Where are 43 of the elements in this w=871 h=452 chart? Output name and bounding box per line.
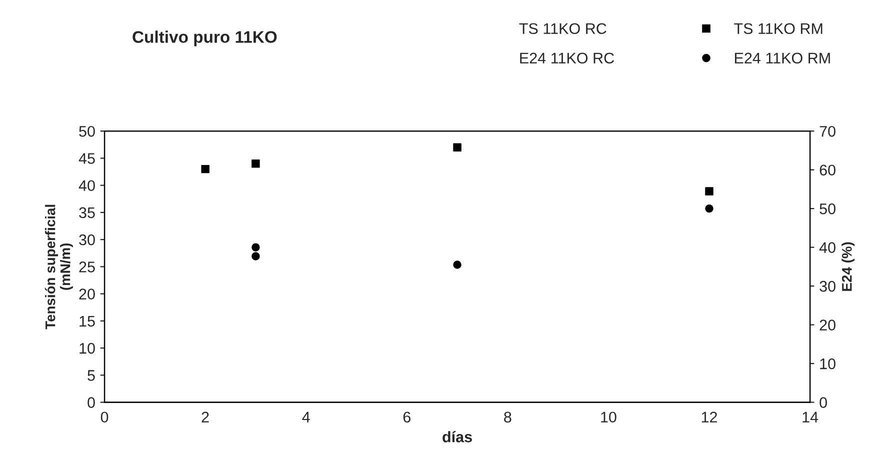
y-tick-label: 10 bbox=[80, 342, 95, 354]
point bbox=[252, 243, 260, 252]
point bbox=[201, 164, 210, 174]
y-tick-label: 15 bbox=[80, 316, 95, 327]
y-tick-label: 50 bbox=[79, 126, 95, 137]
legend-label: E24 11KO RM bbox=[735, 52, 830, 64]
y-tick-label: 0 bbox=[88, 397, 95, 408]
x-tick-label: 6 bbox=[403, 412, 410, 423]
legend-label: TS 11KO RM bbox=[734, 23, 822, 34]
x-tick-label: 8 bbox=[504, 412, 512, 423]
x-tick-label: 14 bbox=[802, 412, 818, 422]
y-tick-label: 5 bbox=[88, 370, 95, 381]
y2-tick-label: 20 bbox=[820, 320, 836, 330]
x-tick-label: 10 bbox=[601, 412, 616, 423]
y2-tick-label: 0 bbox=[820, 397, 827, 408]
y-tick-label: 40 bbox=[78, 180, 95, 192]
y2-tick-label: 10 bbox=[820, 358, 836, 370]
y2-axis-title: E24 (%) bbox=[842, 242, 855, 291]
y2-tick-label: 70 bbox=[820, 126, 836, 137]
x-tick-label: 0 bbox=[100, 412, 108, 423]
point bbox=[252, 252, 260, 260]
point bbox=[453, 260, 462, 269]
x-tick-label: 2 bbox=[202, 412, 209, 422]
y2-tick-label: 30 bbox=[820, 280, 836, 292]
x-axis-title: días bbox=[442, 430, 472, 442]
y2-tick-label: 50 bbox=[820, 203, 836, 214]
x-tick-label: 12 bbox=[702, 412, 717, 422]
x-tick-label: 4 bbox=[302, 412, 310, 422]
y-tick-label: 45 bbox=[78, 153, 95, 164]
y-tick-label: 25 bbox=[79, 262, 95, 272]
point bbox=[705, 187, 714, 196]
y-axis-title: Tensión superficial (mN/m) bbox=[44, 204, 73, 330]
y-tick-label: 30 bbox=[79, 234, 95, 246]
y2-tick-label: 40 bbox=[819, 242, 836, 253]
legend-label: E24 11KO RC bbox=[520, 52, 614, 64]
point bbox=[705, 204, 714, 213]
y-tick-label: 35 bbox=[79, 207, 95, 218]
point bbox=[252, 160, 260, 168]
point bbox=[453, 143, 462, 152]
y2-tick-label: 60 bbox=[820, 164, 836, 176]
legend-label: TS 11KO RC bbox=[519, 23, 606, 34]
y-tick-label: 20 bbox=[79, 288, 95, 300]
chart-title: Cultivo puro 11KO bbox=[132, 30, 277, 46]
